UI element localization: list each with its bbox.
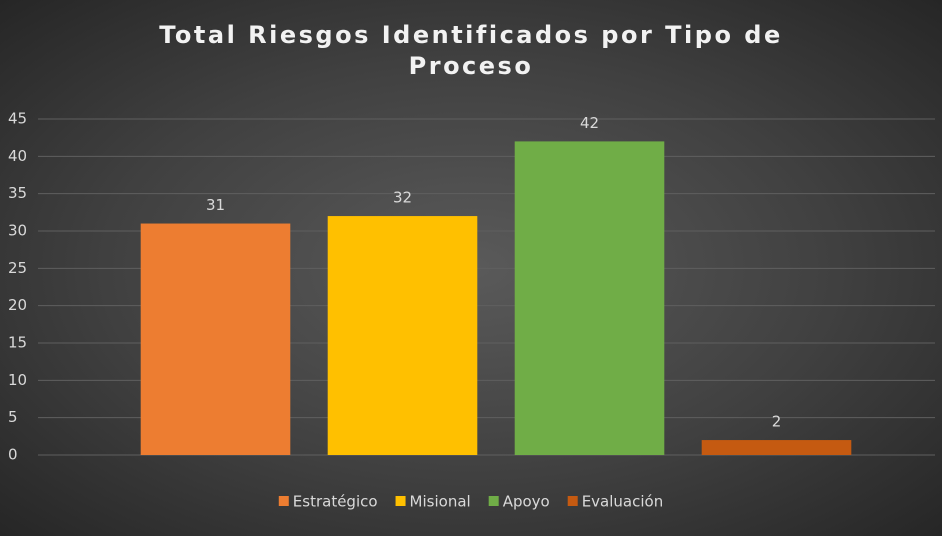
bar [514, 141, 665, 455]
y-tick-label: 20 [8, 296, 27, 314]
bar [140, 223, 291, 455]
y-tick-label: 5 [8, 408, 18, 426]
legend-label: Apoyo [503, 493, 550, 511]
data-label: 42 [580, 114, 599, 132]
y-tick-label: 25 [8, 259, 27, 277]
y-tick-label: 40 [8, 147, 27, 165]
y-tick-label: 30 [8, 222, 27, 240]
legend-swatch [395, 496, 406, 506]
data-label: 31 [206, 196, 225, 214]
legend-swatch [278, 496, 289, 506]
y-tick-label: 45 [8, 110, 27, 128]
legend-label: Misional [410, 493, 471, 511]
legend-label: Evaluación [582, 493, 664, 511]
y-tick-label: 35 [8, 184, 27, 202]
y-tick-label: 15 [8, 334, 27, 352]
bar [327, 216, 478, 455]
chart-title: Total Riesgos Identificados por Tipo de … [159, 21, 783, 80]
legend-label: Estratégico [293, 493, 378, 511]
y-tick-label: 10 [8, 371, 27, 389]
data-label: 32 [393, 189, 412, 207]
y-tick-label: 0 [8, 446, 18, 464]
data-label: 2 [772, 413, 782, 431]
legend-swatch [488, 496, 499, 506]
legend-swatch [567, 496, 578, 506]
bar [701, 440, 852, 455]
